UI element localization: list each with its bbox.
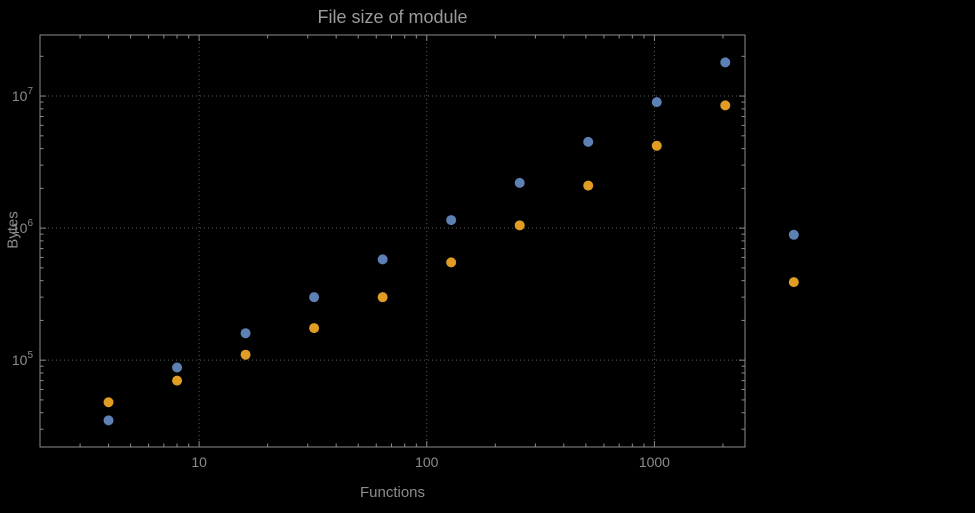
- x-tick-label: 1000: [639, 454, 670, 470]
- x-tick-label: 10: [191, 454, 207, 470]
- y-tick-label: 106: [12, 218, 34, 236]
- data-point-blue: [172, 362, 183, 373]
- data-point-orange: [309, 323, 320, 334]
- plot-frame: [39, 34, 746, 448]
- data-point-blue: [583, 136, 594, 147]
- data-point-orange: [720, 100, 731, 111]
- chart-title: File size of module: [317, 7, 468, 27]
- y-tick-label: 107: [12, 86, 34, 104]
- data-point-orange: [514, 220, 525, 231]
- data-point-orange: [103, 397, 114, 408]
- data-point-blue: [514, 177, 525, 188]
- data-point-orange: [788, 277, 799, 288]
- data-point-orange: [583, 180, 594, 191]
- data-point-blue: [446, 215, 457, 226]
- data-point-blue: [651, 97, 662, 108]
- data-point-blue: [240, 328, 251, 339]
- data-point-orange: [651, 140, 662, 151]
- data-point-orange: [446, 257, 457, 268]
- data-point-blue: [103, 415, 114, 426]
- y-axis-label: Bytes: [4, 211, 22, 249]
- data-point-orange: [377, 292, 388, 303]
- y-tick-label: 105: [12, 350, 34, 368]
- x-axis-label: Functions: [359, 484, 426, 501]
- data-point-blue: [377, 254, 388, 265]
- data-point-orange: [172, 375, 183, 386]
- data-point-orange: [240, 349, 251, 360]
- x-tick-label: 100: [415, 454, 439, 470]
- data-point-blue: [788, 229, 799, 240]
- data-point-blue: [720, 57, 731, 68]
- data-point-blue: [309, 292, 320, 303]
